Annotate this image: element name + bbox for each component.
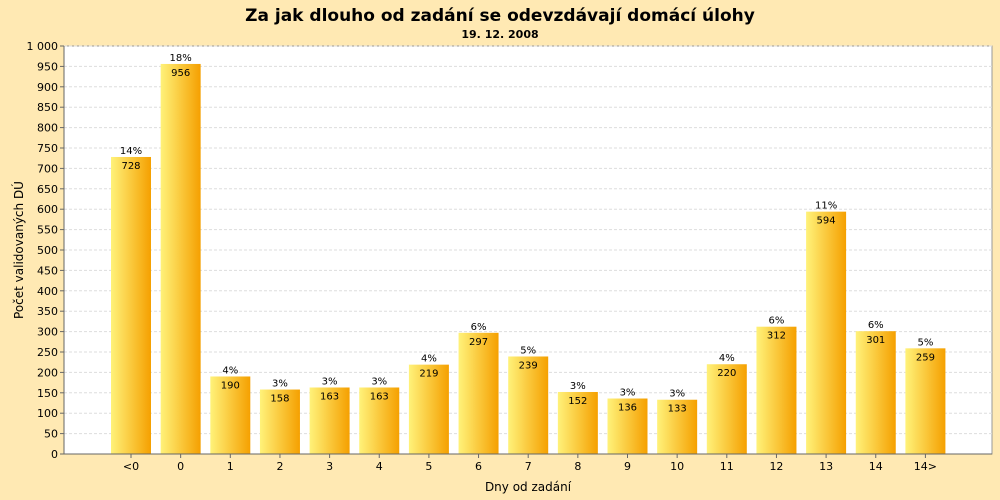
y-tick-label: 900 <box>37 81 58 94</box>
bar-value-label: 301 <box>866 335 885 346</box>
y-tick-label: 350 <box>37 305 58 318</box>
bar <box>359 387 400 454</box>
bar <box>458 332 499 454</box>
bar <box>557 391 598 454</box>
x-axis-label: Dny od zadání <box>485 480 572 494</box>
bar-percent-label: 5% <box>520 345 536 356</box>
bar <box>905 348 946 454</box>
bar-percent-label: 6% <box>769 316 785 327</box>
bar <box>309 387 350 454</box>
x-tick-label: 0 <box>177 460 184 473</box>
y-tick-label: 550 <box>37 224 58 237</box>
bar <box>855 331 896 454</box>
bar <box>806 211 847 454</box>
bar-percent-label: 6% <box>868 320 884 331</box>
x-tick-label: 8 <box>574 460 581 473</box>
y-axis-label: Počet validovaných DÚ <box>11 181 26 319</box>
bar-value-label: 728 <box>121 161 140 172</box>
bar-percent-label: 4% <box>421 354 437 365</box>
y-tick-label: 1 000 <box>27 40 59 53</box>
y-tick-label: 150 <box>37 387 58 400</box>
bar-percent-label: 4% <box>719 353 735 364</box>
x-tick-label: 14> <box>914 460 937 473</box>
x-tick-label: 7 <box>525 460 532 473</box>
bar-percent-label: 3% <box>570 381 586 392</box>
y-tick-label: 700 <box>37 162 58 175</box>
bar-percent-label: 3% <box>371 376 387 387</box>
bar-value-label: 136 <box>618 403 637 414</box>
bar-value-label: 190 <box>221 380 240 391</box>
y-tick-label: 950 <box>37 60 58 73</box>
bar-percent-label: 6% <box>471 322 487 333</box>
chart-title: Za jak dlouho od zadání se odevzdávají d… <box>245 6 755 26</box>
bar-value-label: 220 <box>717 368 736 379</box>
y-tick-label: 0 <box>51 448 58 461</box>
bar-value-label: 259 <box>916 352 935 363</box>
y-tick-label: 50 <box>44 428 58 441</box>
x-tick-label: 12 <box>769 460 783 473</box>
x-tick-label: 13 <box>819 460 833 473</box>
bar-percent-label: 3% <box>620 388 636 399</box>
x-tick-label: 6 <box>475 460 482 473</box>
bar <box>706 364 747 454</box>
bar-value-label: 219 <box>419 369 438 380</box>
x-tick-label: 9 <box>624 460 631 473</box>
bar <box>160 63 201 455</box>
y-tick-label: 500 <box>37 244 58 257</box>
bar <box>111 156 151 454</box>
x-tick-label: 2 <box>276 460 283 473</box>
x-axis-ticks: <0 0 1 2 3 4 5 6 7 8 9 10 11 12 13 14 14> <box>123 454 937 473</box>
bar <box>408 364 449 454</box>
x-tick-label: 10 <box>670 460 684 473</box>
x-tick-label: 5 <box>425 460 432 473</box>
bar-percent-label: 3% <box>669 389 685 400</box>
bar-percent-label: 11% <box>815 201 837 212</box>
x-tick-label: 14 <box>869 460 883 473</box>
bar <box>607 398 648 454</box>
y-tick-label: 800 <box>37 122 58 135</box>
bar-value-label: 297 <box>469 337 488 348</box>
y-tick-label: 250 <box>37 346 58 359</box>
y-tick-label: 400 <box>37 285 58 298</box>
y-tick-label: 450 <box>37 264 58 277</box>
bar <box>508 356 549 454</box>
bar-percent-label: 14% <box>120 146 142 157</box>
y-axis-ticks: 0 50 100 150 200 250 300 350 400 450 500 550 600 650 7… <box>27 40 64 461</box>
bar-percent-label: 3% <box>322 376 338 387</box>
y-tick-label: 200 <box>37 366 58 379</box>
bar-value-label: 312 <box>767 331 786 342</box>
bar <box>259 389 300 454</box>
y-tick-label: 650 <box>37 183 58 196</box>
y-tick-label: 100 <box>37 407 58 420</box>
bar-value-label: 158 <box>270 394 289 405</box>
bar-value-label: 956 <box>171 68 190 79</box>
bar <box>756 326 797 454</box>
y-tick-label: 750 <box>37 142 58 155</box>
y-tick-label: 850 <box>37 101 58 114</box>
bar <box>657 399 698 454</box>
bar-value-label: 594 <box>817 216 836 227</box>
x-tick-label: 4 <box>376 460 383 473</box>
bar-value-label: 163 <box>370 391 389 402</box>
bar-value-label: 239 <box>519 360 538 371</box>
bar <box>210 376 251 454</box>
y-tick-label: 300 <box>37 326 58 339</box>
bar-percent-label: 18% <box>170 53 192 64</box>
bar-percent-label: 3% <box>272 379 288 390</box>
y-tick-label: 600 <box>37 203 58 216</box>
bar-value-label: 163 <box>320 391 339 402</box>
x-tick-label: <0 <box>123 460 139 473</box>
bar-value-label: 133 <box>668 404 687 415</box>
chart-subtitle: 19. 12. 2008 <box>461 28 538 41</box>
x-tick-label: 1 <box>227 460 234 473</box>
bars: 14% 728 18% 956 4% 190 3% 158 3% 163 3% 163 4% 219 6% 2… <box>111 53 946 455</box>
bar-percent-label: 5% <box>917 337 933 348</box>
bar-value-label: 152 <box>568 396 587 407</box>
x-tick-label: 3 <box>326 460 333 473</box>
bar-percent-label: 4% <box>222 365 238 376</box>
x-tick-label: 11 <box>720 460 734 473</box>
